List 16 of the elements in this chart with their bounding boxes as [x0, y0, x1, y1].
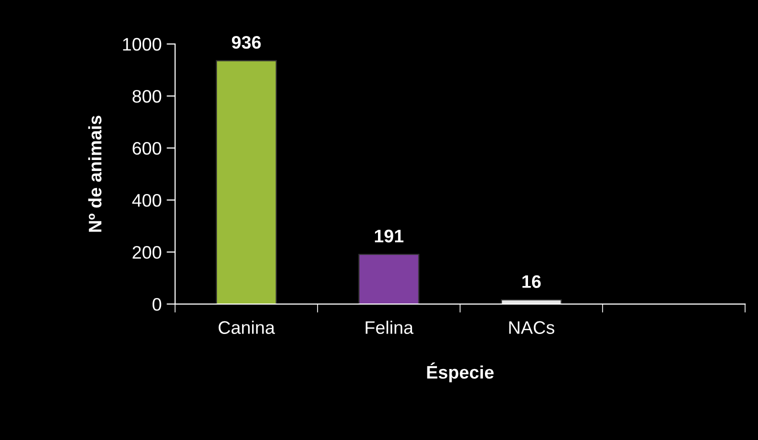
x-tick-label: Felina [366, 320, 414, 334]
data-label: 16 [522, 275, 541, 288]
y-tick-label: 600 [132, 142, 162, 155]
y-tick-label: 0 [152, 298, 162, 311]
y-tick-label: 800 [132, 90, 162, 103]
data-label: 936 [232, 36, 261, 49]
bar [216, 60, 277, 304]
y-axis-title: Nº de animais [88, 116, 102, 232]
y-tick-label: 1000 [123, 38, 162, 51]
y-tick-label: 400 [132, 194, 162, 207]
x-axis-title: Éspecie [427, 362, 494, 382]
x-tick-label: Canina [218, 320, 275, 334]
data-label: 191 [374, 230, 404, 242]
y-tick-label: 200 [132, 246, 162, 259]
x-tick-label: NACs [509, 321, 554, 334]
bar [358, 254, 420, 304]
